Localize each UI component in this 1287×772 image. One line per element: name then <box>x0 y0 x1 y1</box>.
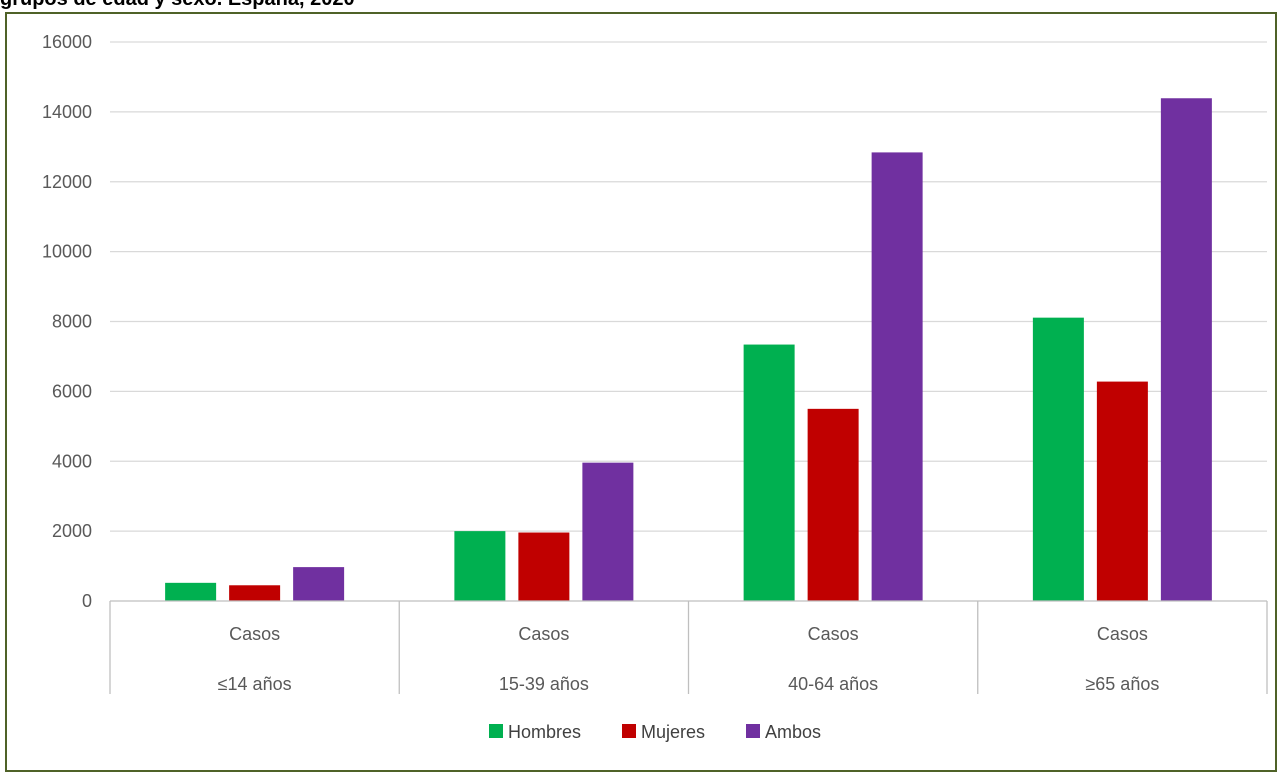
legend-item-hombres: Hombres <box>489 722 581 742</box>
x-category-bottom-label: 15-39 años <box>499 674 589 694</box>
bar-ambos <box>293 567 345 601</box>
x-category-top-label: Casos <box>1097 624 1148 644</box>
legend-swatch <box>746 724 760 738</box>
y-tick-label: 16000 <box>42 32 92 52</box>
bar-hombres <box>1032 317 1084 601</box>
legend-item-mujeres: Mujeres <box>622 722 705 742</box>
gridlines <box>110 41 1267 532</box>
x-category-top-label: Casos <box>229 624 280 644</box>
bar-ambos <box>871 152 923 601</box>
legend-label: Hombres <box>508 722 581 742</box>
y-tick-label: 12000 <box>42 172 92 192</box>
bar-ambos <box>1160 98 1212 601</box>
legend-swatch <box>622 724 636 738</box>
x-axis: Casos ≤14 años Casos 15-39 años Casos 40-64 a… <box>109 600 1268 694</box>
legend-label: Ambos <box>765 722 821 742</box>
x-category-bottom-label: ≤14 años <box>218 674 292 694</box>
y-tick-label: 2000 <box>52 521 92 541</box>
x-category-bottom-label: 40-64 años <box>788 674 878 694</box>
bar-mujeres <box>518 532 570 601</box>
legend-swatch <box>489 724 503 738</box>
legend: Hombres Mujeres Ambos <box>489 722 821 742</box>
bar-hombres <box>743 344 795 601</box>
y-tick-label: 4000 <box>52 451 92 471</box>
bar-mujeres <box>1096 381 1148 601</box>
bar-ambos <box>582 462 634 601</box>
bar-mujeres <box>807 408 859 601</box>
bars <box>165 98 1212 601</box>
y-tick-label: 14000 <box>42 102 92 122</box>
bar-hombres <box>454 531 506 601</box>
y-tick-label: 0 <box>82 591 92 611</box>
bar-mujeres <box>229 585 281 601</box>
y-tick-label: 8000 <box>52 312 92 332</box>
y-tick-label: 10000 <box>42 242 92 262</box>
x-category-bottom-label: ≥65 años <box>1085 674 1159 694</box>
legend-label: Mujeres <box>641 722 705 742</box>
y-tick-label: 6000 <box>52 381 92 401</box>
x-category-top-label: Casos <box>518 624 569 644</box>
bar-hombres <box>165 582 217 601</box>
y-axis-ticks: 0 2000 4000 6000 8000 10000 12000 14000 16000 <box>42 32 92 611</box>
chart-title: grupos de edad y sexo. España, 2020 <box>0 0 355 11</box>
x-category-top-label: Casos <box>808 624 859 644</box>
legend-item-ambos: Ambos <box>746 722 821 742</box>
